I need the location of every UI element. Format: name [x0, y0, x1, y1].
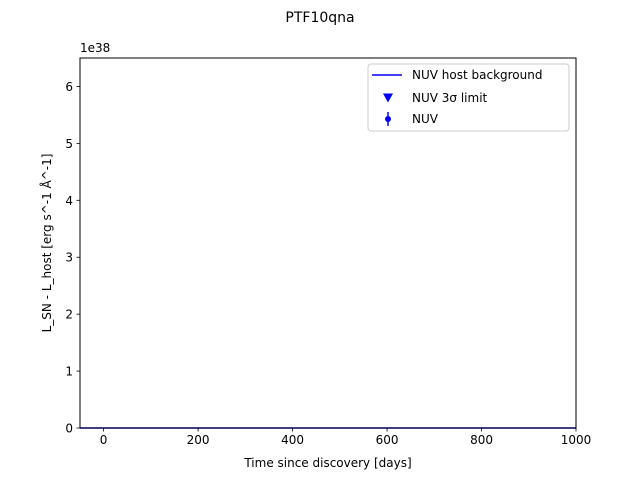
y-tick-label: 1	[65, 365, 73, 379]
legend-label-nuv: NUV	[412, 112, 439, 126]
x-tick-label: 400	[281, 433, 304, 447]
legend-label-host-background: NUV host background	[412, 68, 542, 82]
y-tick-label: 2	[65, 308, 73, 322]
y-axis: 0 1 2 3 4 5 6	[65, 80, 80, 436]
y-axis-offset-label: 1e38	[80, 41, 110, 55]
y-tick-label: 5	[65, 137, 73, 151]
x-tick-label: 0	[100, 433, 108, 447]
x-axis-label: Time since discovery [days]	[243, 456, 411, 470]
legend-frame	[367, 63, 570, 132]
legend-point-marker	[385, 116, 391, 122]
y-axis-label: L_SN - L_host [erg s^-1 Å^-1]	[39, 154, 54, 333]
y-tick-label: 4	[65, 194, 73, 208]
legend: NUV host background NUV 3σ limit NUV	[367, 63, 570, 132]
x-tick-label: 1000	[561, 433, 592, 447]
chart-title: PTF10qna	[285, 10, 354, 26]
legend-triangle-down-marker	[383, 93, 393, 103]
x-tick-label: 600	[376, 433, 399, 447]
axes-frame	[79, 57, 577, 429]
y-tick-label: 6	[65, 80, 73, 94]
legend-label-3sigma-limit: NUV 3σ limit	[412, 91, 488, 105]
y-tick-label: 3	[65, 251, 73, 265]
x-tick-label: 800	[470, 433, 493, 447]
x-axis: 0 200 400 600 800 1000	[100, 428, 591, 447]
y-tick-label: 0	[65, 422, 73, 436]
x-tick-label: 200	[187, 433, 210, 447]
